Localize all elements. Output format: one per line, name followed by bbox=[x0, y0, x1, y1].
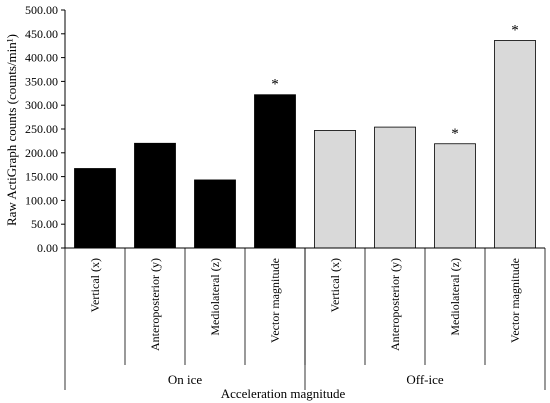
y-tick-label: 200.00 bbox=[25, 146, 58, 160]
category-label: Mediolateral (z) bbox=[208, 258, 222, 336]
y-tick-label: 400.00 bbox=[25, 51, 58, 65]
y-tick-label: 500.00 bbox=[25, 3, 58, 17]
y-tick-label: 50.00 bbox=[31, 217, 58, 231]
category-label: Vertical (x) bbox=[88, 258, 102, 312]
x-axis: Vertical (x) Anteroposterior (y) Mediolate… bbox=[64, 247, 546, 390]
group-label: Off-ice bbox=[406, 372, 444, 387]
category-label: Vector magnitude bbox=[508, 258, 522, 343]
category-label: Vertical (x) bbox=[328, 258, 342, 312]
bar bbox=[254, 94, 296, 249]
x-axis-label: Acceleration magnitude bbox=[221, 386, 346, 401]
significance-marker: * bbox=[271, 77, 279, 93]
bar bbox=[74, 168, 116, 249]
y-tick-label: 250.00 bbox=[25, 122, 58, 136]
significance-marker: * bbox=[451, 126, 459, 142]
y-axis-label: Raw ActiGraph counts (counts/min¹) bbox=[4, 34, 19, 226]
group-label: On ice bbox=[168, 372, 203, 387]
y-tick-label: 150.00 bbox=[25, 170, 58, 184]
bar bbox=[194, 179, 236, 249]
significance-marker: * bbox=[511, 22, 519, 38]
y-axis: 0.00 50.00 100.00 150.00 200.00 250.00 300.00 3… bbox=[25, 3, 66, 255]
bar bbox=[134, 142, 176, 249]
y-tick-label: 100.00 bbox=[25, 193, 58, 207]
bar bbox=[314, 130, 356, 249]
category-label: Anteroposterior (y) bbox=[388, 258, 402, 351]
bar bbox=[374, 126, 416, 249]
bars: * * * bbox=[74, 22, 536, 249]
bar bbox=[494, 40, 536, 249]
category-label: Mediolateral (z) bbox=[448, 258, 462, 336]
bar bbox=[434, 143, 476, 249]
y-tick-label: 450.00 bbox=[25, 27, 58, 41]
y-tick-label: 350.00 bbox=[25, 74, 58, 88]
category-label: Vector magnitude bbox=[268, 258, 282, 343]
y-tick-label: 0.00 bbox=[37, 241, 58, 255]
y-tick-label: 300.00 bbox=[25, 98, 58, 112]
category-label: Anteroposterior (y) bbox=[148, 258, 162, 351]
